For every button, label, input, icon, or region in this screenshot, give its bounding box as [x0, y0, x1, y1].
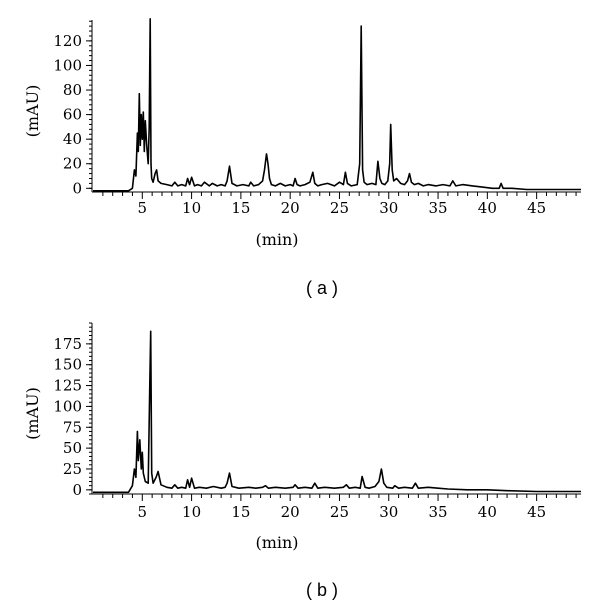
- x-tick-label: 35: [429, 199, 448, 217]
- y-tick-label: 100: [53, 56, 82, 74]
- y-tick-label: 175: [53, 335, 82, 353]
- x-tick-label: 20: [281, 503, 300, 521]
- panel-label: ( b ): [306, 580, 338, 600]
- chromatogram-trace: [93, 330, 581, 494]
- y-tick-label: 120: [53, 32, 82, 50]
- y-tick-label: 0: [72, 179, 82, 197]
- y-axis-title: (mAU): [23, 85, 42, 138]
- y-tick-label: 75: [63, 418, 82, 436]
- x-tick-label: 25: [330, 503, 349, 521]
- y-tick-label: 50: [63, 439, 82, 457]
- y-tick-label: 20: [63, 155, 82, 173]
- x-axis-title: (min): [255, 230, 298, 249]
- y-tick-label: 150: [53, 356, 82, 374]
- y-tick-label: 40: [63, 130, 82, 148]
- x-tick-label: 35: [429, 503, 448, 521]
- y-tick-label: 25: [63, 460, 82, 478]
- x-tick-label: 40: [478, 199, 497, 217]
- y-axis-title: (mAU): [23, 387, 42, 440]
- x-tick-label: 25: [330, 199, 349, 217]
- y-tick-label: 100: [53, 397, 82, 415]
- x-tick-label: 5: [138, 503, 148, 521]
- x-tick-label: 30: [379, 503, 398, 521]
- x-tick-label: 30: [379, 199, 398, 217]
- x-tick-label: 45: [527, 199, 546, 217]
- x-tick-label: 10: [182, 503, 201, 521]
- chromatogram-panel-a: 0 20 40 60 80 100 120 5 10 15 20 25 30 35 40 45 (min) (mA…: [23, 18, 581, 298]
- chromatogram-panel-b: 0 25 50 75 100 125 150 175 5 10 15 20 25 30 35 40 45 (min…: [23, 322, 581, 600]
- x-tick-label: 15: [231, 199, 250, 217]
- x-tick-label: 40: [478, 503, 497, 521]
- x-tick-label: 20: [281, 199, 300, 217]
- x-tick-label: 45: [527, 503, 546, 521]
- y-tick-label: 0: [72, 481, 82, 499]
- y-tick-label: 60: [63, 106, 82, 124]
- x-tick-label: 10: [182, 199, 201, 217]
- x-tick-label: 15: [231, 503, 250, 521]
- x-axis-title: (min): [255, 533, 298, 552]
- y-tick-label: 125: [53, 377, 82, 395]
- panel-label: ( a ): [306, 278, 338, 298]
- y-tick-label: 80: [63, 81, 82, 99]
- x-tick-label: 5: [138, 199, 148, 217]
- chromatogram-trace: [93, 18, 581, 192]
